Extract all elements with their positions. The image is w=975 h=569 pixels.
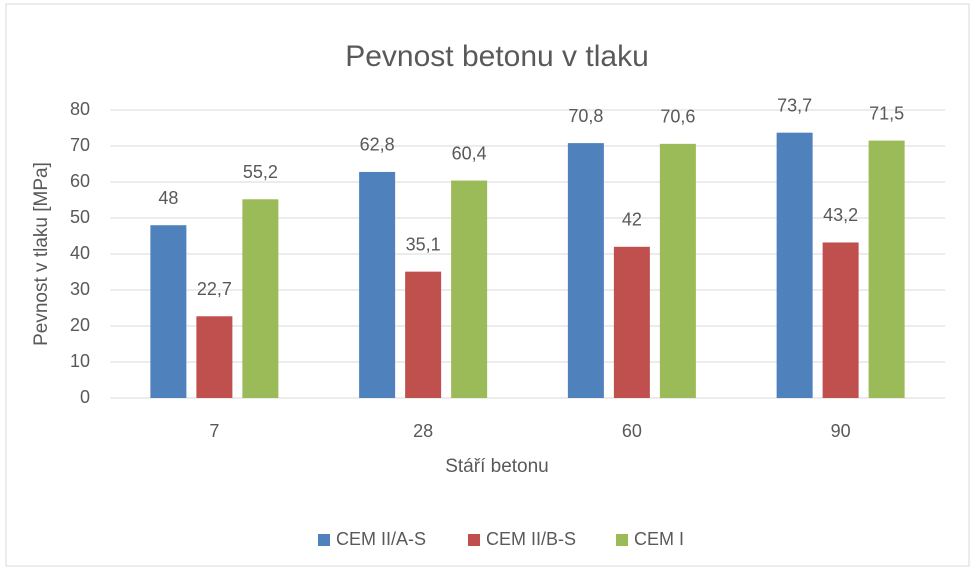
x-tick-label: 7 <box>209 421 219 441</box>
y-tick-label: 50 <box>70 207 90 227</box>
bar <box>359 171 396 398</box>
bar <box>659 143 696 398</box>
bar <box>868 140 905 398</box>
y-tick-label: 0 <box>80 387 90 407</box>
data-label: 43,2 <box>823 205 858 225</box>
data-label: 35,1 <box>406 234 441 254</box>
bar <box>196 316 233 398</box>
bar <box>822 242 859 398</box>
bar <box>776 132 813 398</box>
data-label: 22,7 <box>197 279 232 299</box>
x-tick-label: 60 <box>622 421 642 441</box>
bar <box>613 246 650 398</box>
y-tick-label: 80 <box>70 99 90 119</box>
chart-title: Pevnost betonu v tlaku <box>345 40 649 73</box>
legend-swatch <box>318 534 330 546</box>
data-label: 62,8 <box>360 135 395 155</box>
data-label: 48 <box>158 188 178 208</box>
y-tick-label: 30 <box>70 279 90 299</box>
bar <box>567 143 604 398</box>
legend-label: CEM I <box>634 529 684 549</box>
x-axis-label: Stáří betonu <box>445 456 549 477</box>
legend-swatch <box>468 534 480 546</box>
data-label: 70,6 <box>660 107 695 127</box>
legend-swatch <box>616 534 628 546</box>
y-tick-label: 10 <box>70 351 90 371</box>
y-tick-label: 40 <box>70 243 90 263</box>
legend-label: CEM II/B-S <box>486 529 576 549</box>
x-tick-label: 28 <box>413 421 433 441</box>
x-tick-label: 90 <box>831 421 851 441</box>
data-label: 73,7 <box>777 95 812 115</box>
bar <box>451 180 488 398</box>
legend-label: CEM II/A-S <box>336 529 426 549</box>
data-label: 55,2 <box>243 162 278 182</box>
data-label: 42 <box>622 210 642 230</box>
y-tick-label: 70 <box>70 135 90 155</box>
data-label: 70,8 <box>568 106 603 126</box>
y-tick-label: 60 <box>70 171 90 191</box>
bar <box>150 225 187 398</box>
y-axis-label: Pevnost v tlaku [MPa] <box>31 162 52 346</box>
y-tick-label: 20 <box>70 315 90 335</box>
bar <box>405 271 442 398</box>
data-label: 60,4 <box>452 143 487 163</box>
data-label: 71,5 <box>869 103 904 123</box>
bar <box>242 199 279 398</box>
